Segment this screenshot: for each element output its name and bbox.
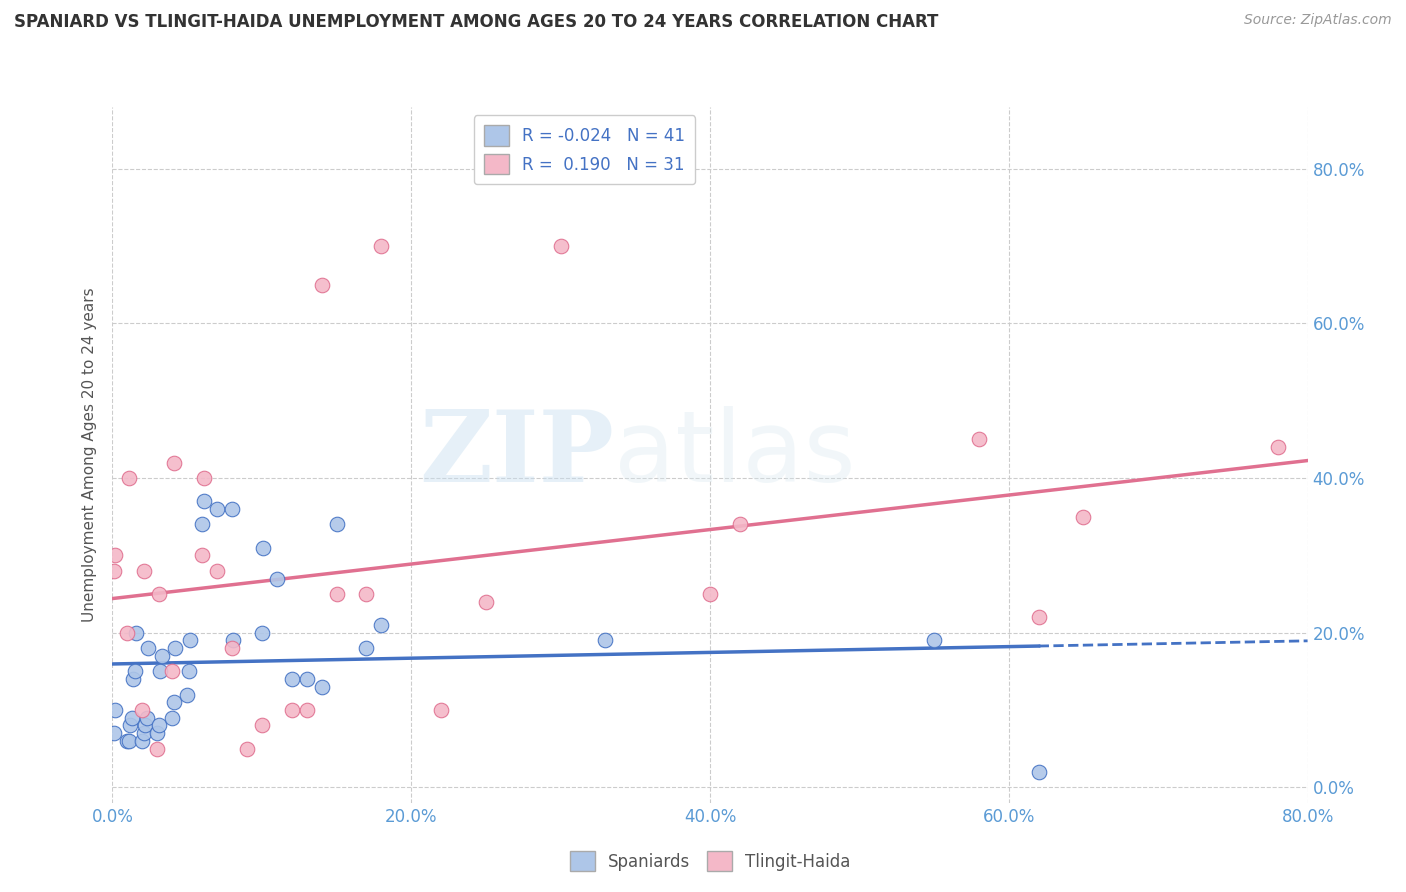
- Point: [550, 239, 572, 253]
- Point: [967, 433, 990, 447]
- Point: [104, 703, 127, 717]
- Point: [1028, 764, 1050, 779]
- Point: [162, 665, 183, 679]
- Point: [104, 549, 127, 563]
- Point: [370, 239, 392, 253]
- Text: Source: ZipAtlas.com: Source: ZipAtlas.com: [1244, 13, 1392, 28]
- Point: [250, 718, 273, 732]
- Point: [191, 517, 214, 532]
- Point: [311, 680, 333, 694]
- Point: [193, 471, 215, 485]
- Point: [135, 711, 157, 725]
- Point: [150, 648, 173, 663]
- Point: [191, 549, 214, 563]
- Text: atlas: atlas: [614, 407, 856, 503]
- Point: [117, 734, 139, 748]
- Point: [148, 718, 170, 732]
- Point: [1028, 610, 1050, 624]
- Point: [118, 471, 141, 485]
- Point: [193, 494, 215, 508]
- Point: [281, 672, 304, 686]
- Y-axis label: Unemployment Among Ages 20 to 24 years: Unemployment Among Ages 20 to 24 years: [82, 287, 97, 623]
- Point: [236, 741, 259, 756]
- Point: [250, 625, 273, 640]
- Point: [1267, 440, 1289, 454]
- Point: [132, 726, 155, 740]
- Point: [370, 618, 392, 632]
- Text: ZIP: ZIP: [419, 407, 614, 503]
- Point: [117, 625, 139, 640]
- Point: [430, 703, 453, 717]
- Point: [163, 695, 186, 709]
- Point: [146, 741, 169, 756]
- Point: [205, 502, 228, 516]
- Point: [295, 703, 318, 717]
- Point: [922, 633, 945, 648]
- Point: [103, 726, 125, 740]
- Point: [162, 711, 183, 725]
- Point: [252, 541, 274, 555]
- Point: [595, 633, 617, 648]
- Point: [149, 665, 172, 679]
- Point: [1073, 509, 1095, 524]
- Point: [221, 502, 243, 516]
- Point: [122, 672, 145, 686]
- Point: [222, 633, 245, 648]
- Point: [311, 277, 333, 292]
- Point: [728, 517, 751, 532]
- Point: [146, 726, 169, 740]
- Point: [356, 587, 378, 601]
- Point: [295, 672, 318, 686]
- Point: [118, 734, 141, 748]
- Point: [134, 718, 156, 732]
- Point: [120, 718, 142, 732]
- Point: [124, 665, 146, 679]
- Point: [179, 633, 201, 648]
- Point: [325, 517, 347, 532]
- Point: [266, 572, 288, 586]
- Legend: Spaniards, Tlingit-Haida: Spaniards, Tlingit-Haida: [562, 845, 858, 878]
- Point: [176, 688, 198, 702]
- Text: SPANIARD VS TLINGIT-HAIDA UNEMPLOYMENT AMONG AGES 20 TO 24 YEARS CORRELATION CHA: SPANIARD VS TLINGIT-HAIDA UNEMPLOYMENT A…: [14, 13, 938, 31]
- Point: [699, 587, 721, 601]
- Point: [163, 456, 186, 470]
- Point: [356, 641, 378, 656]
- Point: [132, 564, 155, 578]
- Point: [103, 564, 125, 578]
- Point: [325, 587, 347, 601]
- Point: [475, 595, 498, 609]
- Point: [138, 641, 160, 656]
- Point: [221, 641, 243, 656]
- Point: [131, 703, 153, 717]
- Point: [281, 703, 304, 717]
- Point: [165, 641, 187, 656]
- Point: [131, 734, 153, 748]
- Point: [121, 711, 143, 725]
- Point: [125, 625, 148, 640]
- Point: [205, 564, 228, 578]
- Point: [177, 665, 200, 679]
- Point: [148, 587, 170, 601]
